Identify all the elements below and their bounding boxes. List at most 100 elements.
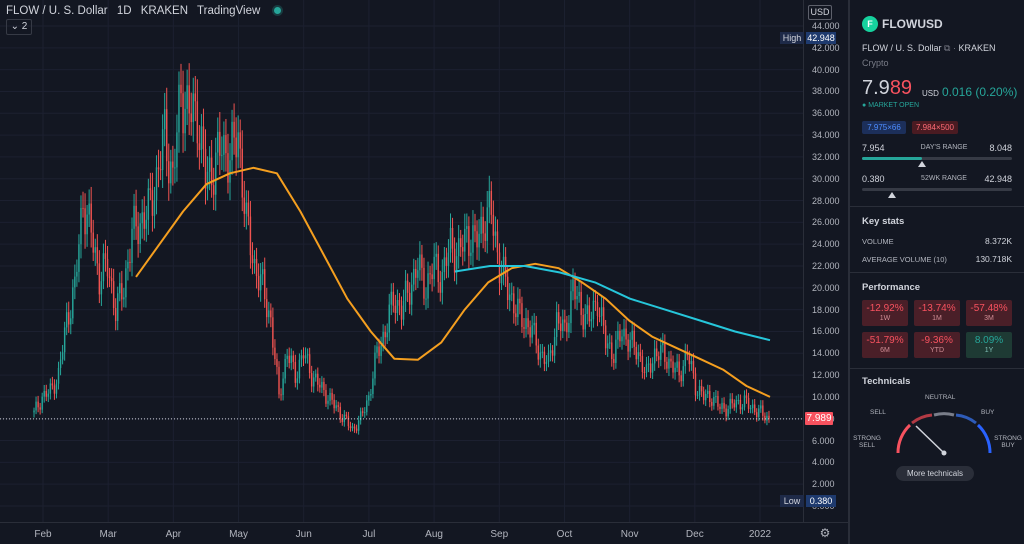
candle-body [557,312,560,324]
candle-body [76,271,78,277]
candle-body [643,371,646,373]
candle-body [86,214,88,235]
candle-body [139,223,141,245]
candle-body [647,363,650,365]
candle-body [255,258,258,277]
candle-body [170,161,172,184]
price-tick-label: 22.000 [812,261,840,271]
candle-body [376,346,378,353]
candle-body [727,409,729,417]
candle-body [59,359,62,369]
wk52-range-high: 42.948 [984,174,1012,184]
price-tick-label: 34.000 [812,130,840,141]
price-tick-label: 28.000 [812,195,840,206]
candle-body [492,214,495,236]
candle-body [272,317,274,348]
candle-body [249,216,252,256]
candle-body [431,274,433,280]
currency-button[interactable]: USD [808,5,832,20]
price-tick-label: 32.000 [812,151,840,162]
candle-body [386,332,388,338]
candle-body [72,287,74,319]
candle-body [523,326,525,329]
performance-value: 8.09% [974,335,1004,346]
candle-body [551,350,554,356]
candle-body [90,203,92,233]
time-tick-label: Dec [685,529,704,540]
candle-body [729,398,731,410]
wk52-range-marker-icon [888,192,896,198]
candle-body [300,355,303,360]
candle-body [457,238,460,257]
candle-body [615,339,617,363]
interval-label[interactable]: 1D [116,5,132,17]
time-tick-label: Aug [425,529,443,540]
price-chart[interactable] [0,0,848,544]
symbol-name[interactable]: FLOWUSD [882,17,943,31]
external-link-icon[interactable]: ⧉ [944,43,951,53]
candle-body [159,169,162,171]
candle-body [129,261,131,263]
candle-body [98,263,101,295]
candle-body [266,299,268,318]
indicators-toggle-button[interactable]: ⌄ 2 [6,19,32,35]
chart-area[interactable]: FLOW / U. S. Dollar 1D KRAKEN TradingVie… [0,0,848,544]
more-technicals-button[interactable]: More technicals [896,466,974,481]
candle-body [241,148,243,198]
candle-body [641,356,644,372]
performance-period: YTD [930,347,944,354]
candle-body [484,233,486,241]
candle-body [92,232,94,253]
candle-body [568,323,570,333]
candle-body [413,268,415,285]
candle-body [53,385,56,394]
description-text[interactable]: FLOW / U. S. Dollar [862,43,942,53]
high-value: 42.948 [806,32,836,44]
candle-body [121,283,123,300]
candle-body [204,148,207,189]
performance-tile-3m: -57.48% 3M [966,300,1012,326]
candle-body [588,305,591,322]
candle-body [478,233,480,248]
gauge-neutral-label: NEUTRAL [925,394,956,401]
candle-body [253,258,256,264]
days-range-fill [862,157,922,160]
candle-body [108,276,111,279]
candle-body [749,408,752,410]
candle-body [698,386,701,395]
candle-body [215,152,217,195]
candle-body [629,339,631,352]
candle-body [662,341,664,346]
gauge-buy-label: BUY [981,409,995,416]
candle-body [194,93,197,102]
low-value: 0.380 [806,495,836,507]
gear-icon[interactable]: ⚙ [819,526,831,540]
price-tick-label: 4.000 [812,457,835,468]
candle-body [319,384,321,388]
price-tick-label: 38.000 [812,86,840,97]
price-main: 7.9 [862,77,890,99]
candle-body [560,323,562,331]
candle-body [582,314,584,330]
status-dot-icon: ● [862,102,867,109]
time-tick-label: 2022 [748,529,772,540]
candle-body [766,415,768,421]
candle-body [335,405,337,409]
candle-body [61,352,64,360]
candle-body [225,135,227,154]
candle-body [274,347,276,360]
candle-body [768,415,770,419]
candle-body [123,297,125,300]
candle-body [441,272,444,293]
candle-body [459,238,462,248]
candle-body [574,279,576,300]
candle-body [219,131,221,156]
candle-body [237,132,239,158]
price-tick-label: 14.000 [812,348,840,359]
key-stats-title: Key stats [862,216,905,227]
candle-body [94,247,96,253]
candle-body [341,418,344,423]
candle-body [690,361,693,365]
candle-body [404,280,407,301]
candle-body [631,330,633,340]
